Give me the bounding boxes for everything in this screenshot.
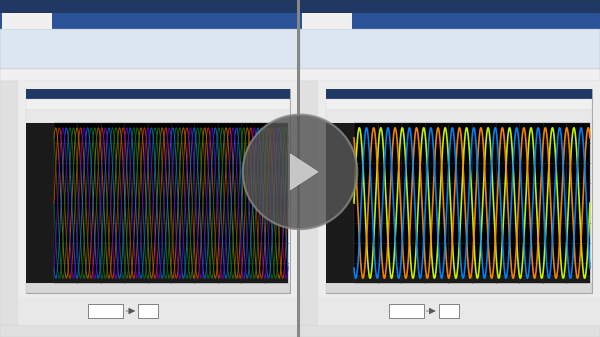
Bar [0, 13, 298, 29]
Bar [300, 29, 600, 69]
Bar [354, 123, 590, 283]
Bar [326, 123, 354, 283]
Bar [300, 13, 600, 29]
Bar [88, 304, 123, 318]
Bar [138, 304, 158, 318]
Bar [300, 69, 600, 81]
Bar [26, 123, 54, 283]
Bar [389, 304, 424, 318]
Bar [26, 89, 290, 99]
Bar [54, 123, 288, 283]
Bar [354, 275, 590, 283]
Bar [0, 69, 298, 81]
Bar [326, 99, 592, 110]
Bar [326, 283, 592, 293]
Bar [318, 81, 600, 325]
Bar [54, 275, 288, 283]
Bar [326, 89, 592, 293]
Bar [326, 89, 592, 99]
Bar [300, 0, 600, 13]
Bar [26, 110, 290, 123]
Bar [300, 81, 318, 325]
Bar [0, 29, 298, 69]
Bar [26, 283, 290, 293]
Bar [26, 89, 290, 293]
Bar [0, 325, 298, 337]
Bar [18, 297, 298, 325]
Bar [297, 0, 300, 337]
Bar [318, 297, 600, 325]
Bar [26, 99, 290, 110]
Polygon shape [290, 154, 318, 190]
Bar [326, 110, 592, 123]
Bar [300, 325, 600, 337]
Bar [300, 0, 600, 337]
Bar [2, 13, 52, 29]
Bar [0, 0, 298, 337]
Bar [302, 13, 352, 29]
Circle shape [243, 115, 357, 229]
Bar [18, 81, 298, 325]
Bar [0, 81, 18, 325]
Bar [439, 304, 458, 318]
Bar [0, 0, 298, 13]
